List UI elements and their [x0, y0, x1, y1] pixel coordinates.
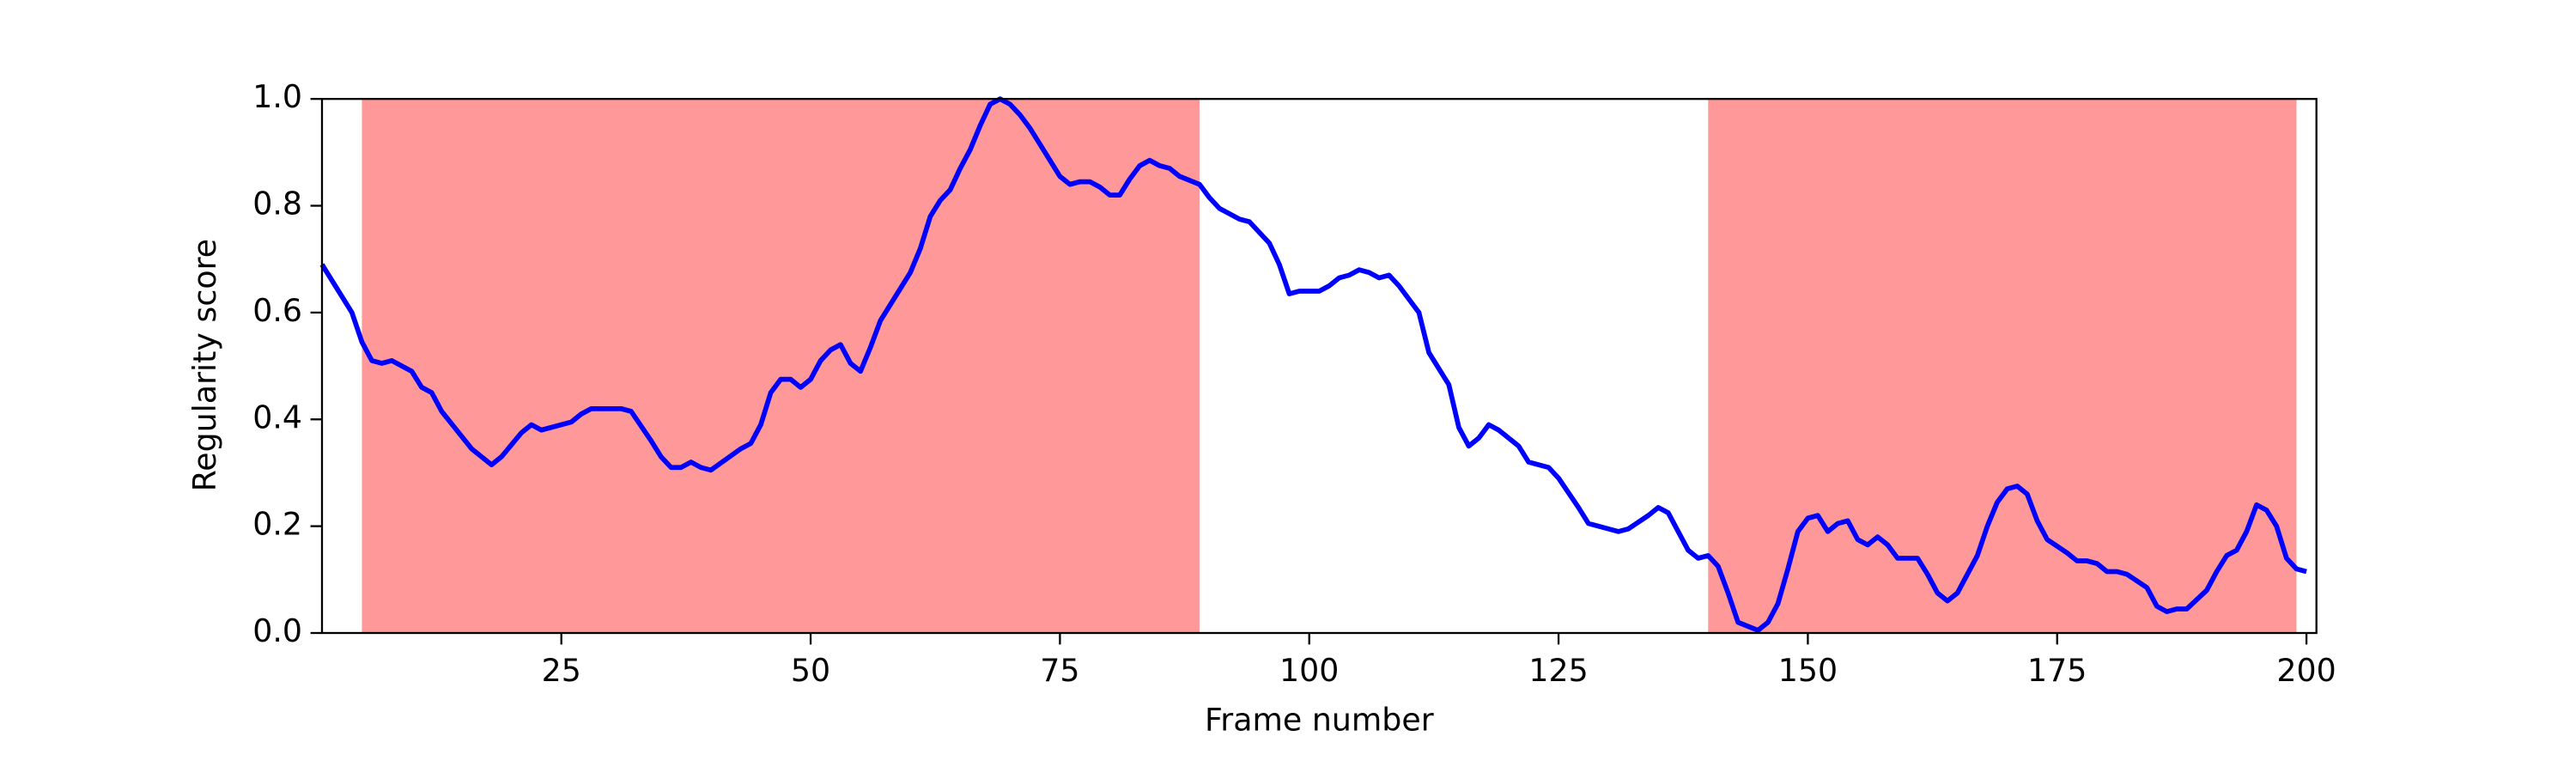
- x-tick-label: 150: [1778, 652, 1838, 689]
- y-tick-label: 0.0: [252, 612, 302, 649]
- y-tick-label: 0.8: [252, 186, 302, 222]
- highlight-region: [361, 99, 1200, 633]
- y-tick-label: 0.2: [252, 506, 302, 543]
- y-axis-label: Regularity score: [186, 239, 223, 491]
- x-axis-label: Frame number: [1205, 701, 1434, 738]
- y-tick-label: 0.4: [252, 399, 302, 435]
- y-tick-label: 0.6: [252, 292, 302, 329]
- x-tick-label: 25: [542, 652, 581, 689]
- highlight-region: [1708, 99, 2297, 633]
- x-tick-label: 75: [1040, 652, 1079, 689]
- x-tick-label: 200: [2276, 652, 2336, 689]
- x-tick-label: 100: [1279, 652, 1339, 689]
- y-tick-label: 1.0: [252, 78, 302, 115]
- score-line: [319, 96, 2307, 633]
- plot-frame: [320, 98, 2318, 635]
- x-tick-label: 175: [2027, 652, 2087, 689]
- x-tick-label: 125: [1528, 652, 1588, 689]
- x-tick-label: 50: [791, 652, 830, 689]
